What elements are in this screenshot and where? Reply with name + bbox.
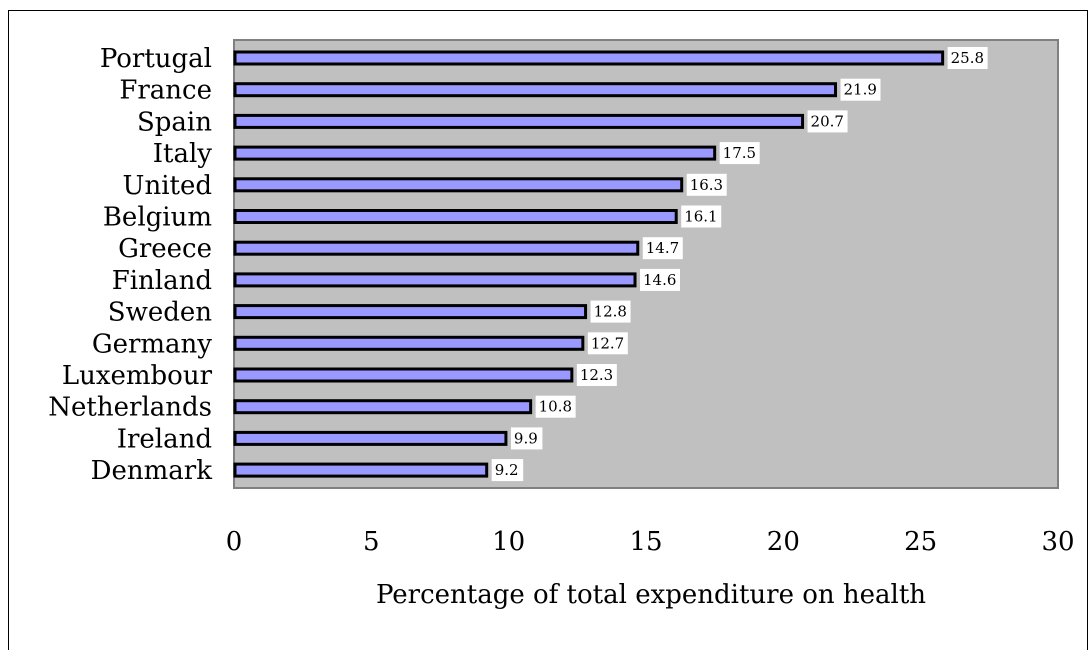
category-labels: PortugalFranceSpainItalyUnitedBelgiumGre… (48, 44, 212, 486)
x-tick-label: 15 (629, 527, 662, 557)
value-label-background (590, 300, 631, 323)
bar-denmark (233, 462, 489, 478)
bar-greece (233, 240, 640, 256)
bar-spain (233, 113, 805, 129)
value-label-background (840, 78, 881, 101)
value-label: 16.3 (690, 176, 723, 194)
value-label-background (640, 268, 681, 291)
bar-germany (233, 335, 585, 351)
value-label: 12.8 (594, 303, 627, 321)
x-tick-label: 0 (226, 527, 243, 557)
category-label: France (119, 76, 212, 106)
value-label-background (510, 427, 543, 450)
bar-luxembour (233, 367, 574, 383)
value-label: 14.7 (646, 239, 679, 257)
category-label: United (123, 171, 212, 201)
value-label: 17.5 (723, 144, 756, 162)
value-label-background (587, 332, 628, 355)
bar-belgium (233, 209, 678, 224)
value-labels: 25.8 21.920.7 17.516.3 16.1 14.7 14.6 12.8 12.7… (491, 47, 988, 482)
x-tick-label: 25 (904, 527, 937, 557)
value-label: 25.8 (951, 49, 984, 67)
value-label-background (947, 47, 988, 69)
value-label-background (807, 110, 848, 133)
bar-italy (233, 145, 717, 161)
chart-frame (8, 10, 1088, 650)
value-label-background (642, 237, 683, 260)
category-label: Denmark (91, 456, 213, 486)
value-label-background (719, 142, 760, 165)
value-label: 12.7 (591, 334, 624, 352)
value-label-background (681, 205, 722, 228)
category-label: Italy (153, 139, 213, 169)
category-label: Sweden (108, 298, 212, 328)
bars-group (233, 50, 945, 478)
bar-netherlands (233, 399, 533, 415)
value-label-background (535, 395, 576, 418)
x-tick-label: 20 (767, 527, 800, 557)
value-label: 12.3 (580, 366, 613, 384)
value-label-background (576, 364, 617, 386)
category-label: Germany (92, 329, 212, 359)
category-label: Spain (137, 107, 212, 137)
bar-france (233, 82, 838, 98)
value-label-background (686, 173, 727, 196)
category-label: Ireland (117, 424, 212, 454)
category-label: Greece (118, 234, 212, 264)
category-label: Luxembour (62, 361, 213, 391)
category-label: Belgium (103, 203, 212, 233)
value-label: 9.9 (514, 429, 538, 447)
value-label: 21.9 (844, 81, 877, 99)
bar-finland (233, 272, 637, 288)
value-label: 14.6 (643, 271, 676, 289)
category-label: Netherlands (48, 393, 212, 423)
category-label: Finland (112, 266, 212, 296)
x-tick-label: 5 (363, 527, 380, 557)
bar-sweden (233, 304, 588, 320)
value-label: 10.8 (539, 398, 572, 416)
value-label: 16.1 (684, 208, 717, 226)
x-axis-title: Percentage of total expenditure on healt… (376, 580, 926, 610)
bar-united (233, 177, 684, 193)
value-label-background (491, 459, 524, 482)
bar-portugal (233, 50, 945, 66)
x-tick-label: 30 (1041, 527, 1074, 557)
value-label: 20.7 (811, 112, 844, 130)
x-tick-labels: 0 5 10 15 20 25 30 (226, 527, 1075, 557)
x-tick-label: 10 (492, 527, 525, 557)
value-label: 9.2 (495, 461, 519, 479)
category-label: Portugal (100, 44, 212, 74)
plot-area (233, 39, 1059, 489)
bar-ireland (233, 430, 508, 446)
